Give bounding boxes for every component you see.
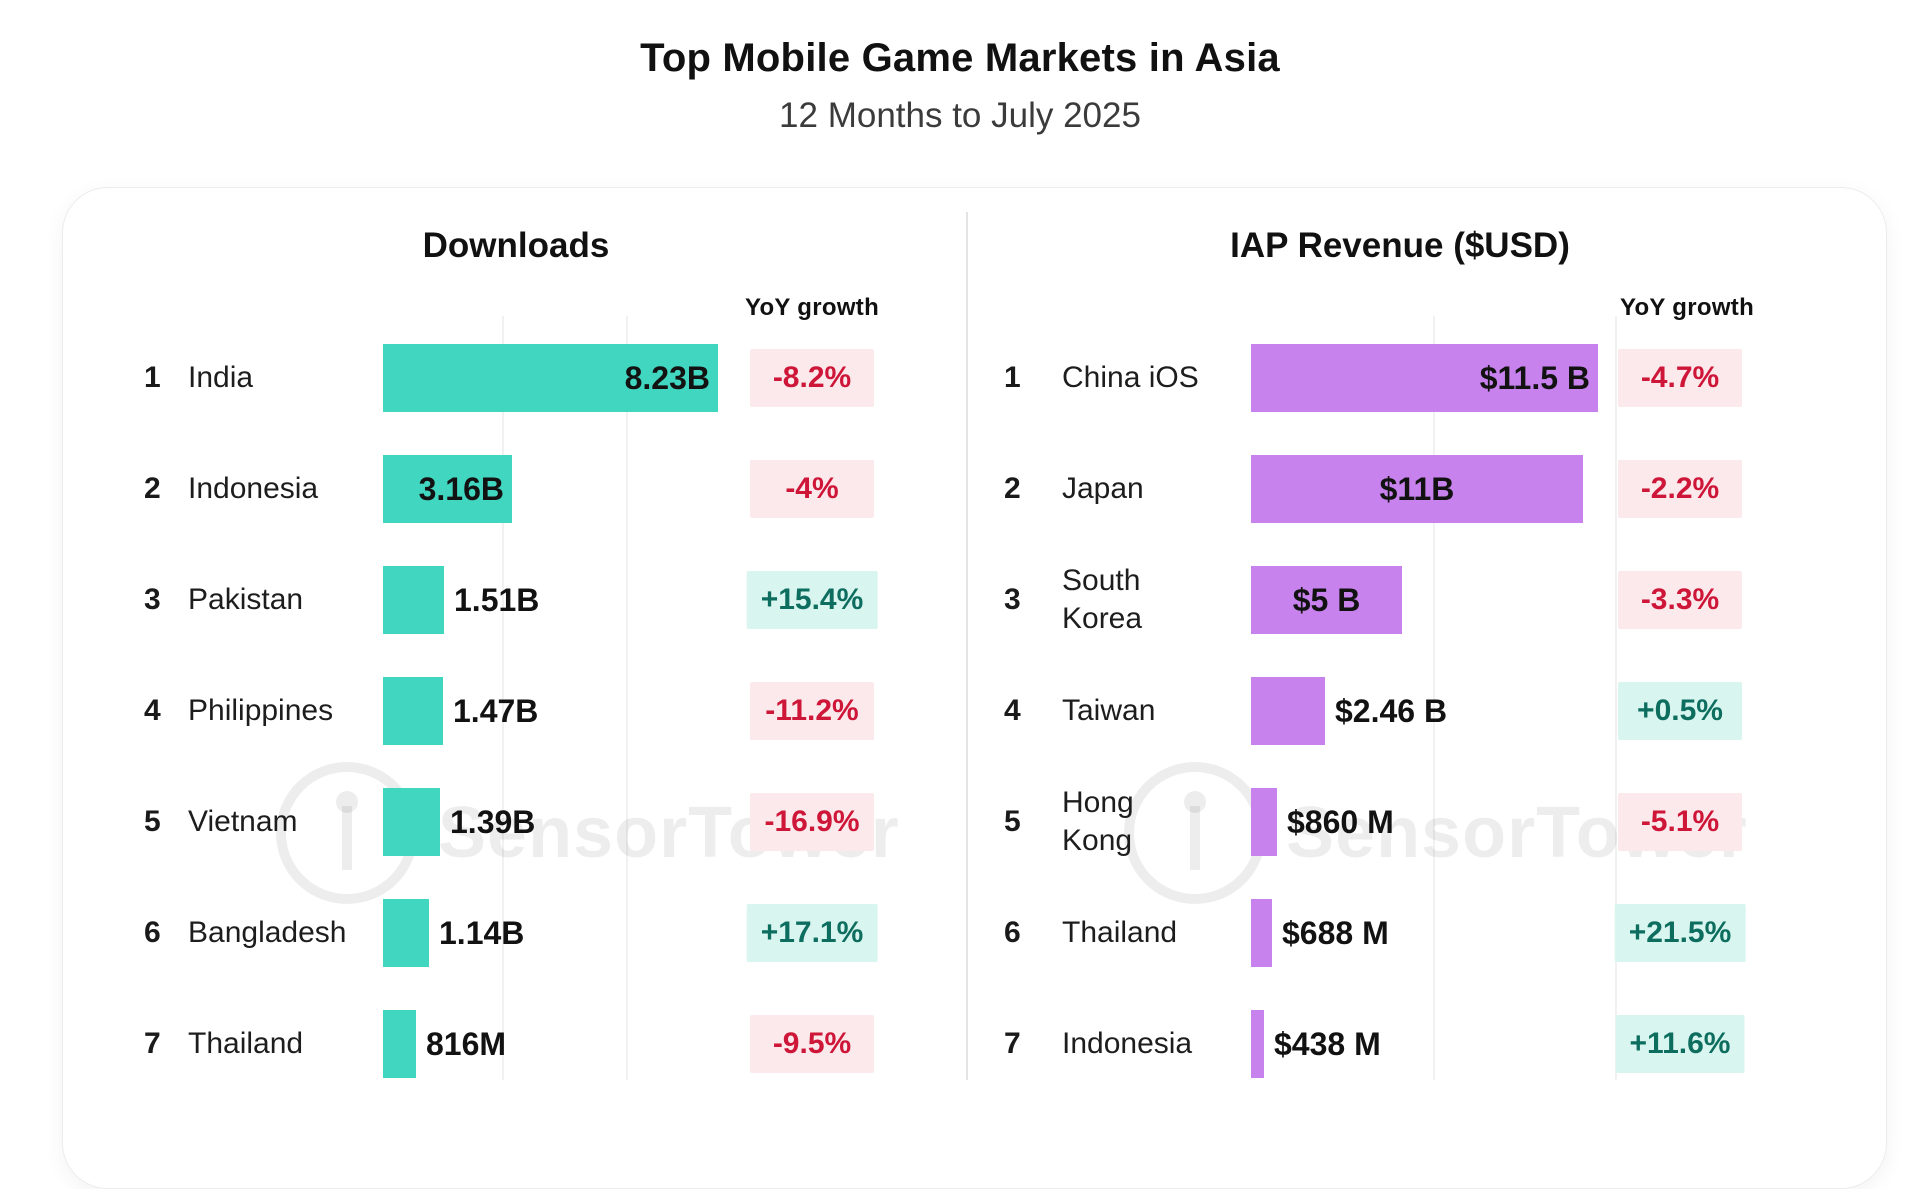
country-label: Japan — [1062, 472, 1144, 505]
page-subtitle: 12 Months to July 2025 — [779, 96, 1141, 135]
page-title: Top Mobile Game Markets in Asia — [640, 36, 1280, 80]
country-label: Bangladesh — [188, 916, 347, 949]
country-label: Pakistan — [188, 583, 304, 616]
row-rank: 2 — [144, 472, 161, 505]
row-rank: 7 — [1004, 1027, 1021, 1060]
gridline — [502, 316, 504, 1080]
bar-value: 1.47B — [453, 692, 539, 729]
revenue-panel-title: IAP Revenue ($USD) — [1230, 226, 1570, 265]
bar — [383, 788, 440, 856]
row-rank: 1 — [144, 361, 161, 394]
downloads-yoy-header: YoY growth — [744, 294, 880, 321]
bar: $11B — [1251, 455, 1583, 523]
yoy-badge: -16.9% — [750, 793, 874, 851]
yoy-badge: -4% — [750, 460, 874, 518]
bar-value: $688 M — [1282, 914, 1389, 951]
bar — [1251, 677, 1325, 745]
gridline — [1433, 316, 1435, 1080]
bar: 3.16B — [383, 455, 512, 523]
yoy-badge: +0.5% — [1618, 682, 1742, 740]
yoy-badge: +17.1% — [746, 904, 878, 962]
bar-value: $860 M — [1287, 803, 1394, 840]
bar-value: 8.23B — [624, 359, 710, 396]
bar-value: $11.5 B — [1479, 359, 1590, 396]
row-rank: 2 — [1004, 472, 1021, 505]
country-label: India — [188, 361, 254, 394]
row-rank: 6 — [144, 916, 161, 949]
row-rank: 6 — [1004, 916, 1021, 949]
country-label: South Korea — [1062, 564, 1143, 635]
panel-divider — [966, 212, 968, 1080]
bar — [1251, 788, 1277, 856]
yoy-badge: +21.5% — [1614, 904, 1746, 962]
watermark-left: SensorTower — [272, 758, 900, 908]
bar — [383, 677, 443, 745]
gridline — [626, 316, 628, 1080]
bar-value: 1.14B — [439, 914, 525, 951]
country-label: Thailand — [188, 1027, 304, 1060]
bar-value: 1.51B — [454, 581, 540, 618]
bar-value: 1.39B — [450, 803, 536, 840]
bar — [383, 1010, 416, 1078]
bar-value: 816M — [426, 1025, 507, 1062]
bar-value: $2.46 B — [1335, 692, 1448, 729]
yoy-badge: -3.3% — [1618, 571, 1742, 629]
bar — [383, 566, 444, 634]
yoy-badge: -5.1% — [1618, 793, 1742, 851]
bar-value: $11B — [1379, 470, 1455, 507]
row-rank: 4 — [1004, 694, 1021, 727]
bar — [383, 899, 429, 967]
yoy-badge: -4.7% — [1618, 349, 1742, 407]
country-label: China iOS — [1062, 361, 1199, 394]
country-label: Indonesia — [188, 472, 319, 505]
country-label: Taiwan — [1062, 694, 1156, 727]
row-rank: 7 — [144, 1027, 161, 1060]
gridline — [1615, 316, 1617, 1080]
yoy-badge: +15.4% — [746, 571, 878, 629]
country-label: Thailand — [1062, 916, 1178, 949]
bar: 8.23B — [383, 344, 718, 412]
downloads-panel-title: Downloads — [422, 226, 610, 265]
country-label: Vietnam — [188, 805, 298, 838]
row-rank: 1 — [1004, 361, 1021, 394]
revenue-yoy-header: YoY growth — [1619, 294, 1755, 321]
country-label: Indonesia — [1062, 1027, 1193, 1060]
row-rank: 3 — [1004, 583, 1021, 616]
bar-value: $5 B — [1292, 581, 1361, 618]
row-rank: 5 — [1004, 805, 1021, 838]
row-rank: 5 — [144, 805, 161, 838]
country-label: Philippines — [188, 694, 334, 727]
row-rank: 3 — [144, 583, 161, 616]
bar: $5 B — [1251, 566, 1402, 634]
bar — [1251, 1010, 1264, 1078]
yoy-badge: -8.2% — [750, 349, 874, 407]
bar-value: $438 M — [1274, 1025, 1381, 1062]
bar-value: 3.16B — [418, 470, 504, 507]
bar — [1251, 899, 1272, 967]
yoy-badge: -2.2% — [1618, 460, 1742, 518]
country-label: Hong Kong — [1062, 786, 1134, 857]
row-rank: 4 — [144, 694, 161, 727]
yoy-badge: +11.6% — [1615, 1015, 1745, 1073]
bar: $11.5 B — [1251, 344, 1598, 412]
yoy-badge: -9.5% — [750, 1015, 874, 1073]
yoy-badge: -11.2% — [750, 682, 874, 740]
